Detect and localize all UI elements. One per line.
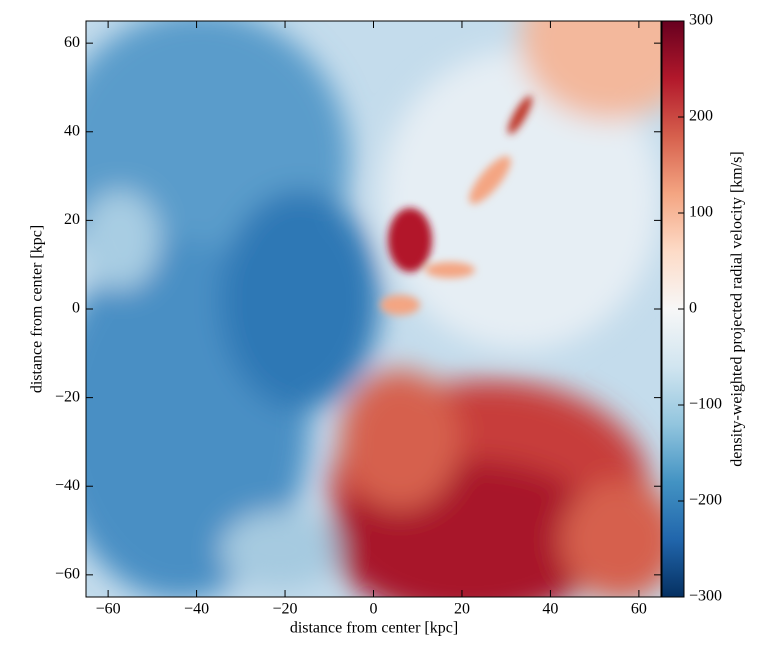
colorbar-tick-label: −100 bbox=[689, 396, 722, 413]
y-tick-label: −40 bbox=[55, 477, 80, 494]
colorbar-tick-label: 0 bbox=[689, 300, 697, 317]
x-tick-label: 60 bbox=[631, 601, 647, 618]
y-tick-label: 40 bbox=[64, 122, 80, 139]
x-tick-label: −40 bbox=[184, 601, 209, 618]
velocity-field bbox=[86, 21, 661, 597]
x-axis-label: distance from center [kpc] bbox=[290, 620, 458, 637]
x-tick-label: 40 bbox=[542, 601, 558, 618]
x-tick-label: 20 bbox=[454, 601, 470, 618]
y-tick-label: 60 bbox=[64, 34, 80, 51]
colorbar-label: density-weighted projected radial veloci… bbox=[729, 151, 746, 466]
colorbar-tick-label: −200 bbox=[689, 492, 722, 509]
y-tick-label: −20 bbox=[55, 388, 80, 405]
colorbar-tick-label: 100 bbox=[689, 204, 713, 221]
x-tick-label: −20 bbox=[273, 601, 298, 618]
colorbar-tick-label: 300 bbox=[689, 12, 713, 29]
x-tick-label: −60 bbox=[96, 601, 121, 618]
x-tick-label: 0 bbox=[370, 601, 378, 618]
y-tick-label: 0 bbox=[72, 300, 80, 317]
y-tick-label: 20 bbox=[64, 211, 80, 228]
y-axis-label: distance from center [kpc] bbox=[29, 225, 46, 393]
colorbar-tick-label: 200 bbox=[689, 108, 713, 125]
colorbar-tick-label: −300 bbox=[689, 588, 722, 605]
y-tick-label: −60 bbox=[55, 566, 80, 583]
